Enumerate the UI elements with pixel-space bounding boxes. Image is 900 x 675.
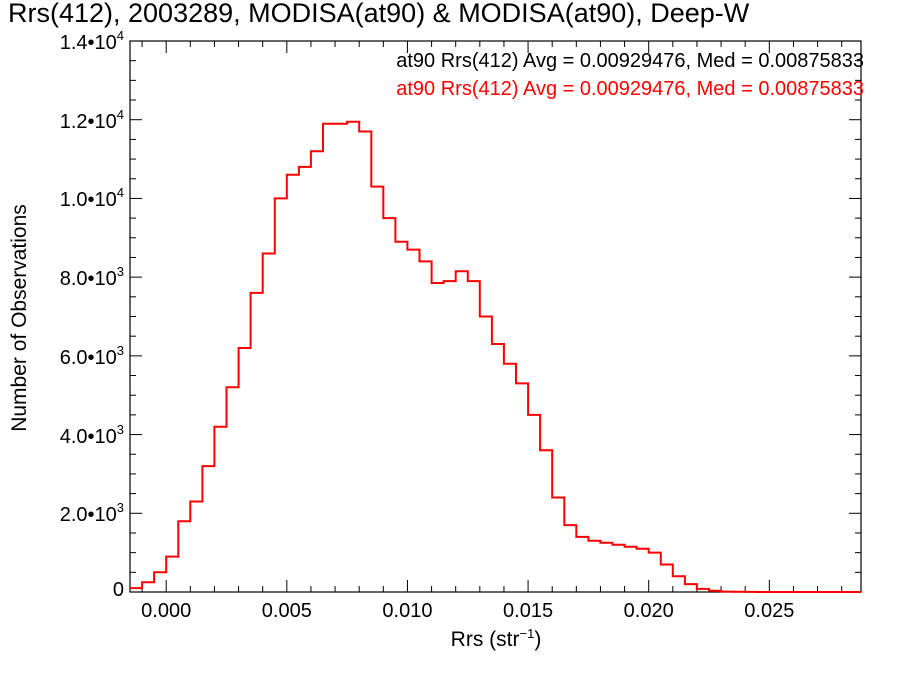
y-tick-label: 1.2•104 (59, 106, 124, 133)
x-tick-label: 0.015 (503, 600, 554, 622)
annotation-black: at90 Rrs(412) Avg = 0.00929476, Med = 0.… (396, 50, 864, 72)
y-axis-label: Number of Observations (8, 204, 31, 432)
chart-title: Rrs(412), 2003289, MODISA(at90) & MODISA… (8, 0, 750, 28)
x-tick-label: 0.000 (141, 600, 192, 622)
y-tick-label: 1.4•104 (59, 28, 124, 54)
y-tick-label: 6.0•103 (59, 342, 124, 369)
annotation-red: at90 Rrs(412) Avg = 0.00929476, Med = 0.… (396, 78, 864, 100)
plot-frame (129, 40, 862, 593)
x-tick-label: 0.025 (744, 600, 795, 622)
x-tick-label: 0.010 (382, 600, 433, 622)
histogram-series (130, 120, 861, 593)
y-tick-label: 1.0•104 (59, 185, 124, 212)
y-tick-label: 4.0•103 (59, 421, 124, 448)
y-tick-label: 8.0•103 (59, 264, 124, 291)
y-tick-label: 2.0•103 (59, 500, 124, 527)
x-tick-label: 0.020 (623, 600, 674, 622)
x-axis-label: Rrs (str−1) (450, 626, 542, 651)
y-tick-label: 0 (112, 579, 124, 601)
x-tick-label: 0.005 (261, 600, 312, 622)
